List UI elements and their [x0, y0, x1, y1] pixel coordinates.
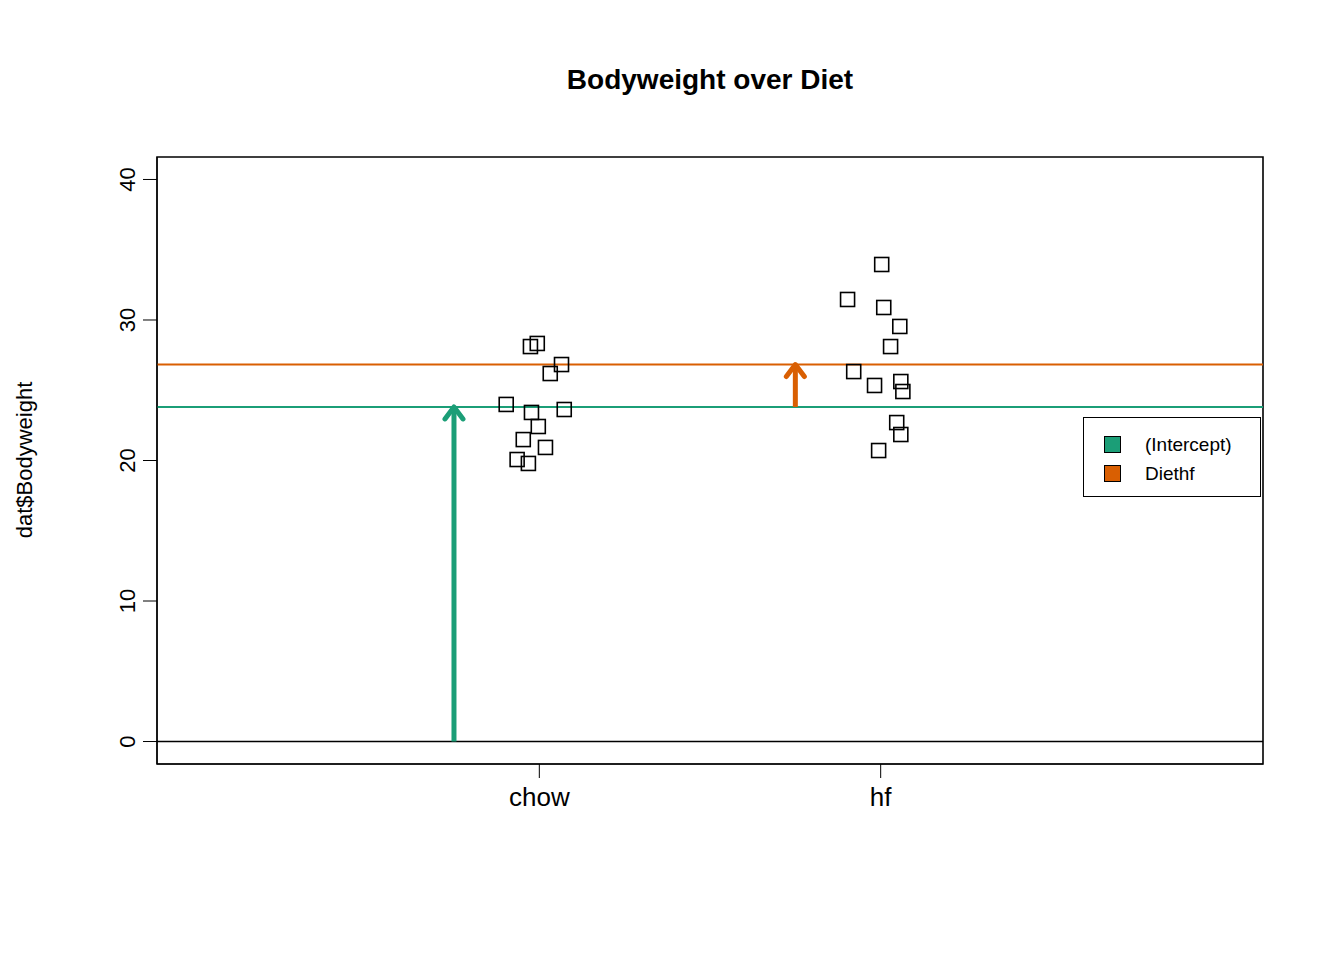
svg-text:0: 0: [115, 735, 140, 747]
svg-text:40: 40: [115, 167, 140, 191]
svg-text:30: 30: [115, 308, 140, 332]
svg-text:20: 20: [115, 448, 140, 472]
html-text:Diethf: Diethf: [1145, 462, 1195, 484]
html-text:dat$Bodyweight: dat$Bodyweight: [12, 381, 37, 539]
html-text:(Intercept): (Intercept): [1145, 433, 1232, 455]
html-text:Bodyweight over Diet: Bodyweight over Diet: [566, 64, 854, 95]
svg-text:hf: hf: [870, 782, 892, 812]
svg-text:10: 10: [115, 589, 140, 613]
svg-text:chow: chow: [509, 782, 570, 812]
